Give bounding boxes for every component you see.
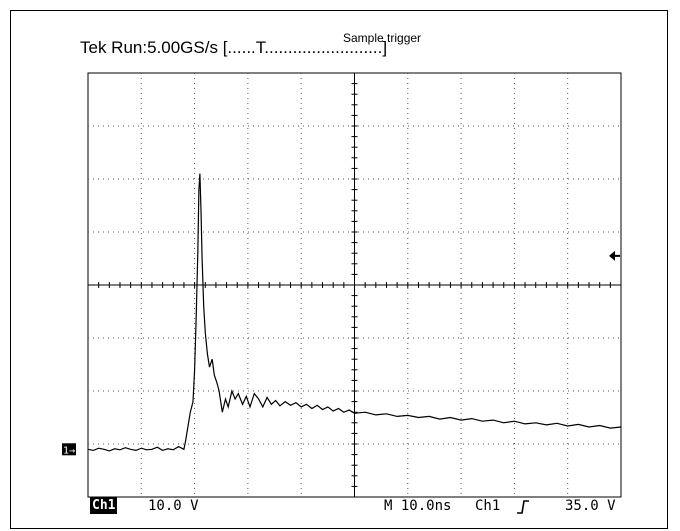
ch1-waveform-trace — [87, 173, 622, 452]
trigger-level-readout: 35.0 V — [565, 498, 616, 514]
trigger-source-readout: Ch1 — [475, 498, 501, 514]
record-indicator: [......T.........................] — [222, 38, 388, 57]
display-frame — [10, 10, 668, 529]
run-status: Tek Run:5.00GS/s — [80, 38, 218, 57]
timebase-readout: M 10.0ns — [384, 498, 452, 514]
ground-level-marker: 1→ — [62, 443, 76, 456]
trigger-level-icon — [609, 250, 620, 261]
acquisition-header: Tek Run:5.00GS/s [......T...............… — [80, 38, 387, 58]
channel-badge: Ch1 — [90, 497, 118, 514]
ground-marker-label: 1→ — [63, 445, 75, 456]
volts-per-div-readout: 10.0 V — [148, 498, 199, 514]
graticule — [87, 72, 622, 498]
rising-edge-icon — [517, 500, 529, 514]
trigger-annotation: Sample trigger — [343, 31, 422, 45]
